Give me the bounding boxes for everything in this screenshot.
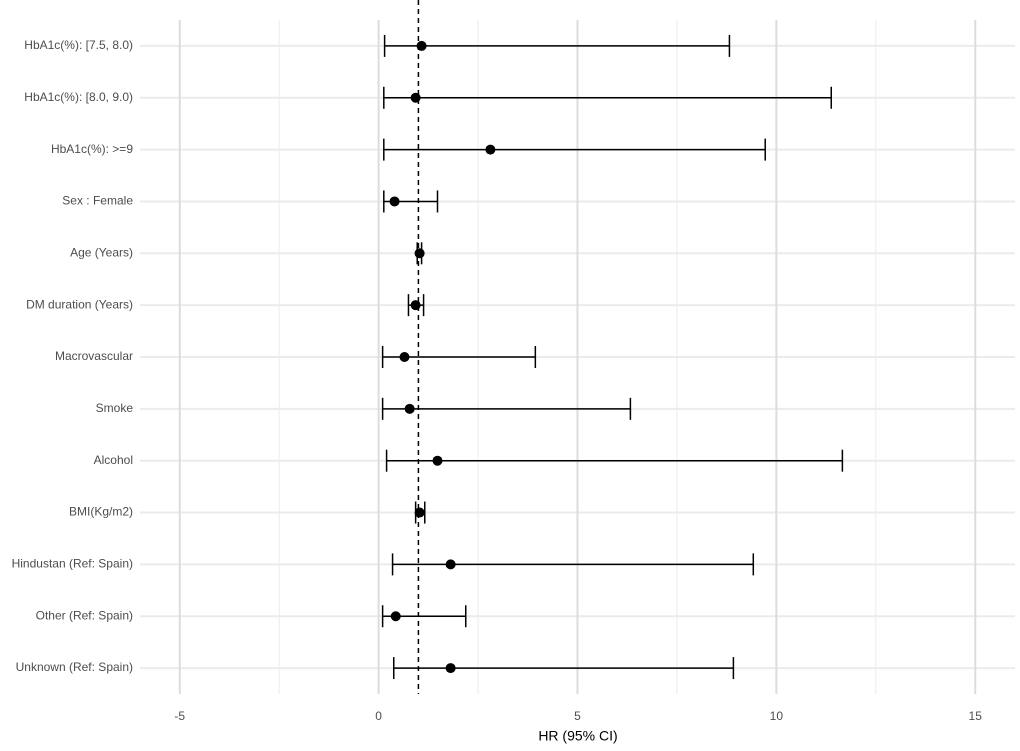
y-tick-label: Unknown (Ref: Spain) [16,660,133,674]
point-estimate [445,559,456,570]
point-estimate [389,196,400,207]
y-tick-label: HbA1c(%): >=9 [51,142,133,156]
point-estimate [445,663,456,674]
y-tick-label: Other (Ref: Spain) [36,608,133,622]
y-tick-label: Alcohol [94,453,133,467]
y-tick-label: BMI(Kg/m2) [69,505,133,519]
point-estimate [404,403,415,414]
point-estimate [410,300,421,311]
point-estimate [410,92,421,103]
x-axis-title: HR (95% CI) [538,728,617,744]
point-estimate [390,611,401,622]
y-tick-label: Smoke [96,401,134,415]
x-tick-label: 10 [770,709,784,723]
y-tick-label: Macrovascular [55,349,133,363]
y-tick-label: HbA1c(%): [7.5, 8.0) [24,38,133,52]
x-tick-label: 15 [969,709,983,723]
y-tick-label: DM duration (Years) [26,297,133,311]
x-tick-label: 5 [574,709,581,723]
y-tick-label: Hindustan (Ref: Spain) [12,557,133,571]
point-estimate [432,455,443,466]
y-tick-label: Age (Years) [70,245,133,259]
point-estimate [414,507,425,518]
point-estimate [414,248,425,259]
y-tick-label: HbA1c(%): [8.0, 9.0) [24,90,133,104]
x-tick-label: -5 [174,709,185,723]
x-tick-label: 0 [375,709,382,723]
point-estimate [399,352,410,362]
y-tick-label: Sex : Female [62,194,133,208]
point-estimate [416,40,427,51]
point-estimate [485,144,496,155]
